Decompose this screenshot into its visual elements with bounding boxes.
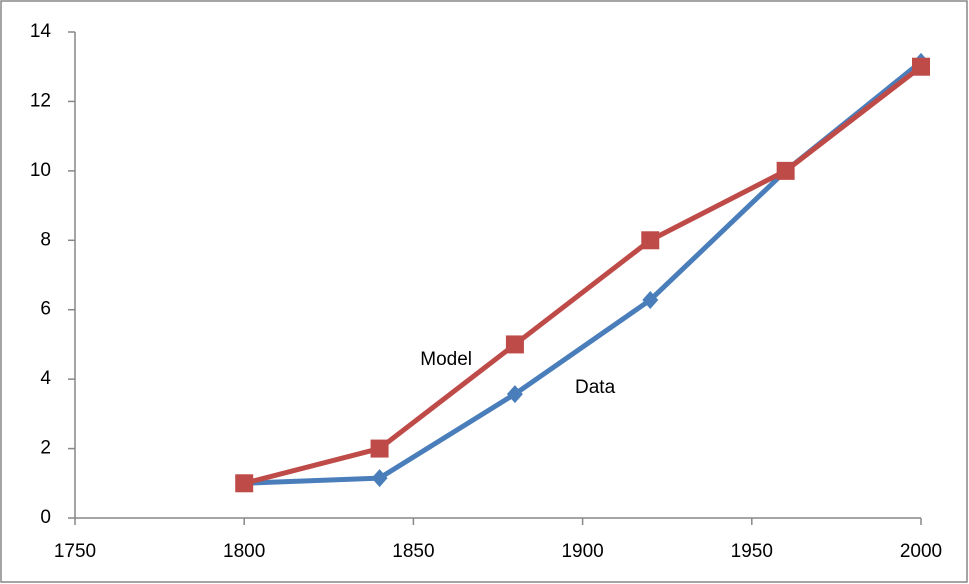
x-tick-label: 2000	[900, 541, 942, 562]
marker	[912, 57, 930, 76]
series-label: Data	[575, 377, 616, 398]
y-tick-label: 2	[40, 438, 51, 459]
y-tick-label: 6	[40, 299, 51, 320]
x-tick-label: 1800	[223, 541, 265, 562]
series-label: Model	[420, 349, 472, 370]
y-tick-label: 4	[40, 368, 51, 389]
x-tick-label: 1900	[561, 541, 603, 562]
marker	[370, 439, 389, 458]
y-tick-label: 12	[30, 90, 51, 111]
series-line	[243, 64, 923, 486]
y-tick-label: 10	[30, 160, 51, 181]
marker	[235, 474, 254, 493]
x-tick-label: 1950	[731, 541, 773, 562]
marker	[776, 161, 795, 180]
marker	[505, 335, 524, 354]
marker	[506, 385, 523, 404]
x-tick-label: 1750	[54, 541, 96, 562]
y-tick-label: 14	[30, 21, 52, 42]
marker	[641, 231, 660, 250]
y-tick-label: 8	[40, 229, 51, 250]
x-tick-label: 1850	[392, 541, 434, 562]
marker	[642, 290, 659, 309]
marker	[371, 469, 388, 488]
y-tick-label: 0	[40, 507, 51, 528]
